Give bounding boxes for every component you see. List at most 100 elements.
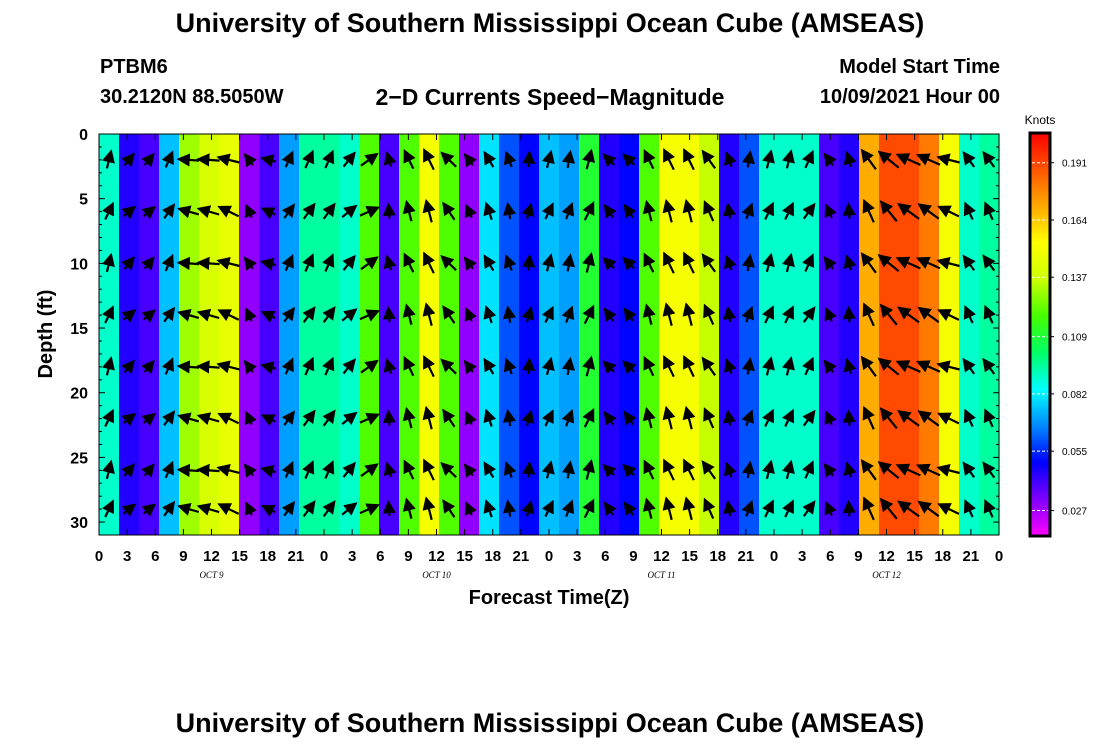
current-vector-arrow	[541, 460, 555, 479]
current-vector-arrow	[623, 501, 637, 516]
current-vector-arrow	[359, 206, 381, 219]
page-footer: University of Southern Mississippi Ocean…	[175, 708, 925, 738]
current-vector-arrow	[983, 304, 996, 324]
current-vector-arrow	[762, 252, 775, 273]
current-vector-arrow	[216, 153, 240, 167]
current-vector-arrow	[703, 303, 716, 326]
current-vector-arrow	[260, 361, 276, 375]
current-vector-arrow	[102, 252, 115, 273]
current-vector-arrow	[502, 201, 517, 220]
x-tick-label: 9	[404, 548, 412, 565]
current-vector-arrow	[622, 360, 637, 375]
current-vector-arrow	[682, 302, 696, 326]
current-vector-arrow	[603, 410, 617, 426]
current-vector-arrow	[762, 459, 775, 480]
current-vector-arrow	[562, 253, 576, 272]
colorbar-tick-label: 0.191	[1062, 159, 1087, 170]
current-vector-arrow	[423, 458, 435, 481]
x-tick-label: 9	[854, 548, 862, 565]
current-vector-arrow	[762, 201, 774, 220]
current-vector-arrow	[281, 460, 294, 479]
x-tick-label: 6	[376, 548, 384, 565]
current-vector-arrow	[342, 461, 356, 478]
current-vector-arrow	[402, 199, 416, 222]
current-vector-arrow	[176, 360, 200, 374]
current-vector-arrow	[701, 356, 716, 376]
current-vector-arrow	[643, 459, 656, 480]
current-vector-arrow	[877, 461, 900, 480]
current-vector-arrow	[603, 203, 617, 219]
model-start-label: Model Start Time	[839, 56, 1000, 78]
heatmap-column	[959, 134, 980, 535]
heatmap-column	[739, 134, 760, 535]
current-vector-arrow	[440, 151, 457, 168]
current-vector-arrow	[342, 358, 356, 375]
current-vector-arrow	[682, 496, 696, 521]
current-vector-arrow	[177, 503, 200, 516]
x-tick-label: 6	[826, 548, 834, 565]
current-vector-arrow	[723, 499, 737, 517]
current-vector-arrow	[879, 407, 898, 429]
heatmap-column	[119, 134, 140, 535]
current-vector-arrow	[522, 460, 536, 478]
current-vector-arrow	[603, 307, 617, 323]
current-vector-arrow	[102, 408, 114, 427]
current-vector-arrow	[422, 198, 436, 223]
current-vector-arrow	[464, 501, 477, 516]
current-vector-arrow	[842, 202, 856, 219]
colorbar-gradient	[1028, 131, 1052, 538]
heatmap-column	[459, 134, 480, 535]
x-tick-label: 0	[545, 548, 553, 565]
current-vector-arrow	[504, 357, 517, 375]
current-vector-arrow	[121, 463, 135, 478]
current-vector-arrow	[879, 200, 898, 222]
current-vector-arrow	[483, 461, 497, 479]
current-vector-arrow	[121, 152, 135, 168]
x-tick-label: 21	[963, 548, 980, 565]
current-vector-arrow	[260, 464, 276, 478]
station-id: PTBM6	[100, 56, 168, 78]
heatmap-column	[559, 134, 580, 535]
current-vector-arrow	[141, 256, 155, 271]
current-vector-arrow	[983, 498, 996, 518]
current-vector-arrow	[561, 305, 575, 323]
x-axis: 0 3 6 9 12 15 18 21 0 3 6 9 12 15 18 21 0 3 6 9 12 15 18 21 0 3 6 9…	[95, 134, 1003, 580]
current-vector-arrow	[762, 149, 775, 169]
current-vector-arrow	[723, 202, 737, 219]
current-vector-arrow	[503, 408, 517, 427]
current-vector-arrow	[121, 359, 135, 375]
current-vector-arrow	[217, 503, 240, 516]
current-vector-arrow	[360, 463, 379, 477]
current-vector-arrow	[762, 356, 775, 376]
current-vector-arrow	[982, 357, 996, 375]
current-vector-arrow	[281, 253, 294, 272]
current-vector-arrow	[662, 302, 676, 326]
current-vector-arrow	[102, 356, 115, 376]
current-vector-arrow	[860, 148, 877, 170]
y-axis: 0 5 10 15 20 25 30	[70, 127, 999, 536]
current-vector-arrow	[423, 355, 435, 378]
current-vector-arrow	[602, 256, 617, 271]
current-vector-arrow	[483, 305, 497, 324]
current-vector-arrow	[582, 304, 595, 325]
x-tick-label: 12	[653, 548, 670, 565]
current-vector-arrow	[623, 203, 637, 219]
y-tick-label: 10	[70, 256, 88, 273]
current-vector-arrow	[782, 201, 794, 220]
heatmap-column	[719, 134, 740, 535]
current-vector-arrow	[879, 497, 898, 520]
current-vector-arrow	[843, 461, 857, 478]
current-vector-arrow	[823, 256, 837, 271]
current-vector-arrow	[422, 496, 436, 521]
current-vector-arrow	[302, 202, 316, 220]
current-vector-arrow	[162, 500, 176, 517]
current-vector-arrow	[440, 461, 457, 478]
current-vector-arrow	[724, 358, 737, 374]
current-vector-arrow	[682, 405, 696, 430]
colorbar-tick-label: 0.109	[1062, 333, 1087, 344]
current-vector-arrow	[723, 305, 737, 323]
current-vector-arrow	[141, 503, 157, 517]
current-vector-arrow	[802, 356, 815, 376]
current-vector-arrow	[383, 254, 397, 271]
current-vector-arrow	[561, 499, 575, 517]
